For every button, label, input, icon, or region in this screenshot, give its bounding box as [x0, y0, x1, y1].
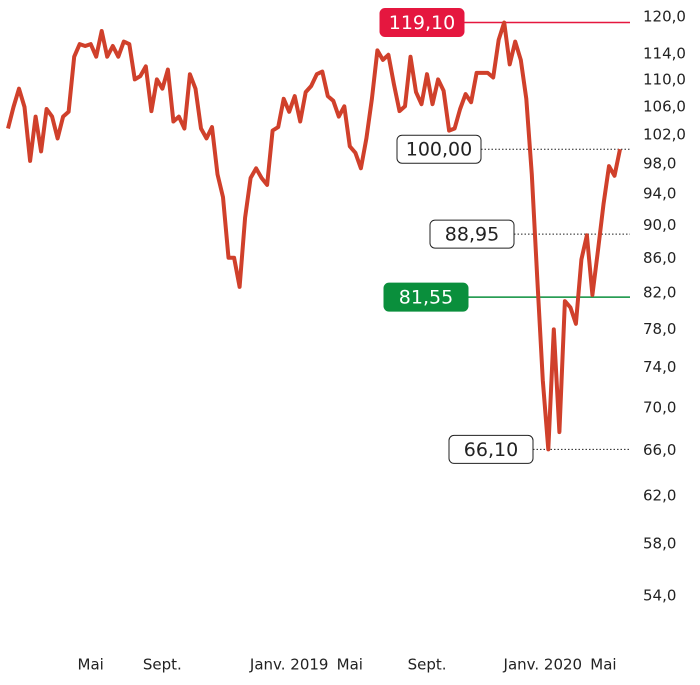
- x-tick-label: Mai: [590, 656, 616, 674]
- y-tick-label: 74,0: [643, 358, 676, 376]
- y-tick-label: 90,0: [643, 216, 676, 234]
- price-line: [6, 20, 622, 452]
- x-tick-label: Mai: [337, 656, 363, 674]
- value-box-label: 100,00: [406, 139, 472, 161]
- value-box: [448, 434, 534, 464]
- y-tick-label: 110,0: [643, 71, 686, 89]
- y-tick-label: 66,0: [643, 441, 676, 459]
- y-tick-label: 98,0: [643, 154, 676, 172]
- x-tick-label: Mai: [78, 656, 104, 674]
- y-tick-label: 86,0: [643, 249, 676, 267]
- x-tick-label: Janv. 2019: [249, 656, 329, 674]
- y-tick-label: 54,0: [643, 587, 676, 605]
- value-box-label: 88,95: [445, 224, 499, 246]
- value-box: [379, 7, 465, 37]
- x-tick-label: Sept.: [143, 656, 182, 674]
- x-tick-label: Janv. 2020: [503, 656, 583, 674]
- value-box-label: 81,55: [399, 287, 453, 309]
- y-tick-label: 114,0: [643, 45, 686, 63]
- y-tick-label: 94,0: [643, 185, 676, 203]
- y-tick-label: 58,0: [643, 535, 676, 553]
- y-tick-label: 106,0: [643, 97, 686, 115]
- value-box: [429, 219, 515, 249]
- value-box: [383, 282, 469, 312]
- x-tick-label: Sept.: [408, 656, 447, 674]
- y-tick-label: 120,0: [643, 8, 686, 26]
- y-tick-label: 82,0: [643, 284, 676, 302]
- y-tick-label: 102,0: [643, 125, 686, 143]
- y-tick-label: 78,0: [643, 320, 676, 338]
- value-box-label: 119,10: [389, 12, 455, 34]
- y-tick-label: 70,0: [643, 398, 676, 416]
- y-tick-label: 62,0: [643, 486, 676, 504]
- value-box-label: 66,10: [464, 439, 518, 461]
- value-box: [396, 134, 482, 164]
